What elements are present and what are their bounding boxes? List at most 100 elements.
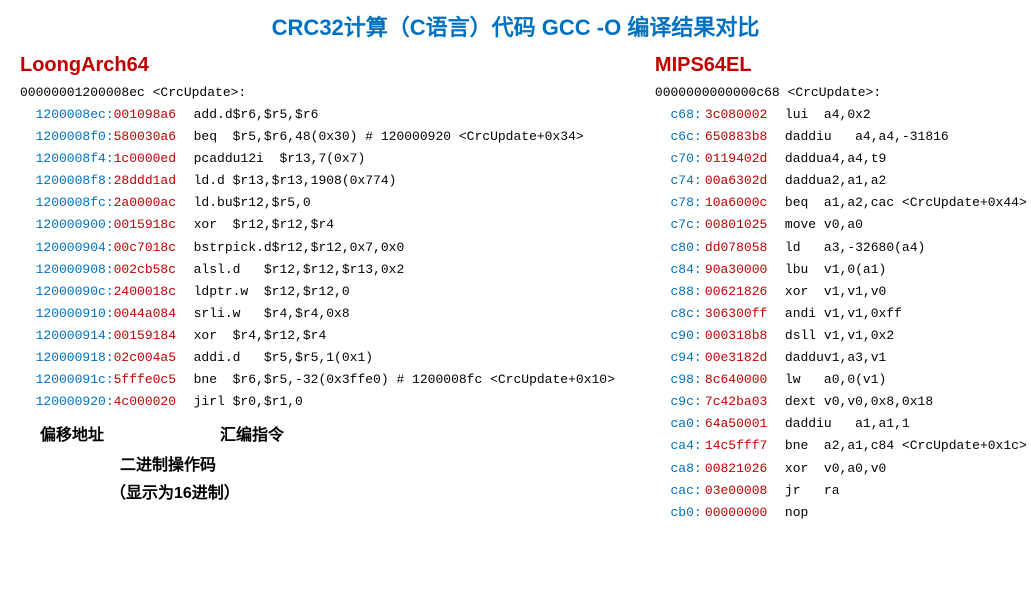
addr: c74: [655,170,705,192]
addr: c94: [655,347,705,369]
opcode: 10a6000c [705,192,785,214]
opcode: 2a0000ac [114,192,194,214]
instr: xor v0,a0,v0 [785,458,886,480]
asm-line: c84:90a30000lbu v1,0(a1) [655,259,1027,281]
addr: c7c: [655,214,705,236]
opcode: 0119402d [705,148,785,170]
opcode: 001098a6 [114,104,194,126]
instr: xor $r4,$r12,$r4 [194,325,327,347]
instr: lw a0,0(v1) [785,369,886,391]
opcode: 00000000 [705,502,785,524]
right-asm-lines: c68:3c080002lui a4,0x2 c6c:650883b8daddi… [655,104,1027,524]
addr: c90: [655,325,705,347]
page-title: CRC32计算（C语言）代码 GCC -O 编译结果对比 [20,10,1011,42]
asm-line: ca4:14c5fff7bne a2,a1,c84 <CrcUpdate+0x1… [655,435,1027,457]
addr: 1200008ec: [20,104,114,126]
addr: c6c: [655,126,705,148]
instr: move v0,a0 [785,214,863,236]
asm-line: 12000091c:5fffe0c5bne $r6,$r5,-32(0x3ffe… [20,369,615,391]
asm-line: c8c:306300ffandi v1,v1,0xff [655,303,1027,325]
addr: 120000918: [20,347,114,369]
instr: alsl.d $r12,$r12,$r13,0x2 [194,259,405,281]
instr: daddiu a1,a1,1 [785,413,910,435]
asm-line: c98:8c640000lw a0,0(v1) [655,369,1027,391]
addr: c84: [655,259,705,281]
addr: 12000091c: [20,369,114,391]
asm-line: 120000920:4c000020jirl $r0,$r1,0 [20,391,615,413]
asm-line: c70:0119402ddaddua4,a4,t9 [655,148,1027,170]
asm-line: c88:00621826xor v1,v1,v0 [655,281,1027,303]
opcode: 00821026 [705,458,785,480]
left-asm-lines: 1200008ec:001098a6add.d$r6,$r5,$r6 12000… [20,104,615,413]
right-arch-title: MIPS64EL [655,54,1027,77]
asm-line: 120000910:0044a084srli.w $r4,$r4,0x8 [20,303,615,325]
instr: dadduv1,a3,v1 [785,347,886,369]
left-column: LoongArch64 00000001200008ec <CrcUpdate>… [20,54,615,524]
opcode: 00e3182d [705,347,785,369]
instr: bne $r6,$r5,-32(0x3ffe0) # 1200008fc <Cr… [194,369,615,391]
opcode: 306300ff [705,303,785,325]
addr: 120000910: [20,303,114,325]
opcode: 3c080002 [705,104,785,126]
addr: 120000908: [20,259,114,281]
labels-row-1: 偏移地址 汇编指令 [20,421,615,445]
opcode: 64a50001 [705,413,785,435]
instr: xor $r12,$r12,$r4 [194,214,334,236]
opcode: 0015918c [114,214,194,236]
instr: bne a2,a1,c84 <CrcUpdate+0x1c> [785,435,1027,457]
asm-line: c94:00e3182ddadduv1,a3,v1 [655,347,1027,369]
addr: 120000904: [20,237,114,259]
opcode: 00621826 [705,281,785,303]
instr: daddua2,a1,a2 [785,170,886,192]
asm-line: 12000090c:2400018cldptr.w $r12,$r12,0 [20,281,615,303]
opcode: 90a30000 [705,259,785,281]
asm-line: 120000900:0015918cxor $r12,$r12,$r4 [20,214,615,236]
addr: cac: [655,480,705,502]
instr: beq $r5,$r6,48(0x30) # 120000920 <CrcUpd… [194,126,584,148]
instr: pcaddu12i $r13,7(0x7) [194,148,366,170]
addr: 120000914: [20,325,114,347]
opcode: 5fffe0c5 [114,369,194,391]
asm-line: cb0:00000000nop [655,502,1027,524]
left-arch-title: LoongArch64 [20,54,615,77]
addr: c78: [655,192,705,214]
opcode: 03e00008 [705,480,785,502]
opcode: 1c0000ed [114,148,194,170]
opcode: 0044a084 [114,303,194,325]
instr: nop [785,502,808,524]
addr: c98: [655,369,705,391]
instr: ld.bu$r12,$r5,0 [194,192,311,214]
addr: 1200008f4: [20,148,114,170]
asm-line: c6c:650883b8daddiu a4,a4,-31816 [655,126,1027,148]
addr: ca0: [655,413,705,435]
opcode: 00a6302d [705,170,785,192]
asm-line: ca0:64a50001daddiu a1,a1,1 [655,413,1027,435]
opcode: 000318b8 [705,325,785,347]
addr: c68: [655,104,705,126]
asm-line: ca8:00821026xor v0,a0,v0 [655,458,1027,480]
asm-line: c9c:7c42ba03dext v0,v0,0x8,0x18 [655,391,1027,413]
addr: c80: [655,237,705,259]
opcode: 02c004a5 [114,347,194,369]
addr: 1200008f8: [20,170,114,192]
asm-line: c78:10a6000cbeq a1,a2,cac <CrcUpdate+0x4… [655,192,1027,214]
opcode: 00801025 [705,214,785,236]
instr: ld.d $r13,$r13,1908(0x774) [194,170,397,192]
opcode: 4c000020 [114,391,194,413]
instr: xor v1,v1,v0 [785,281,886,303]
label-offset-addr: 偏移地址 [40,421,190,445]
opcode: 28ddd1ad [114,170,194,192]
addr: c9c: [655,391,705,413]
addr: 1200008fc: [20,192,114,214]
asm-line: cac:03e00008jr ra [655,480,1027,502]
instr: addi.d $r5,$r5,1(0x1) [194,347,373,369]
opcode: 650883b8 [705,126,785,148]
instr: beq a1,a2,cac <CrcUpdate+0x44> [785,192,1027,214]
instr: ldptr.w $r12,$r12,0 [194,281,350,303]
addr: 120000900: [20,214,114,236]
asm-line: 1200008f4:1c0000edpcaddu12i $r13,7(0x7) [20,148,615,170]
asm-line: c74:00a6302ddaddua2,a1,a2 [655,170,1027,192]
opcode: 7c42ba03 [705,391,785,413]
instr: jr ra [785,480,840,502]
addr: ca4: [655,435,705,457]
